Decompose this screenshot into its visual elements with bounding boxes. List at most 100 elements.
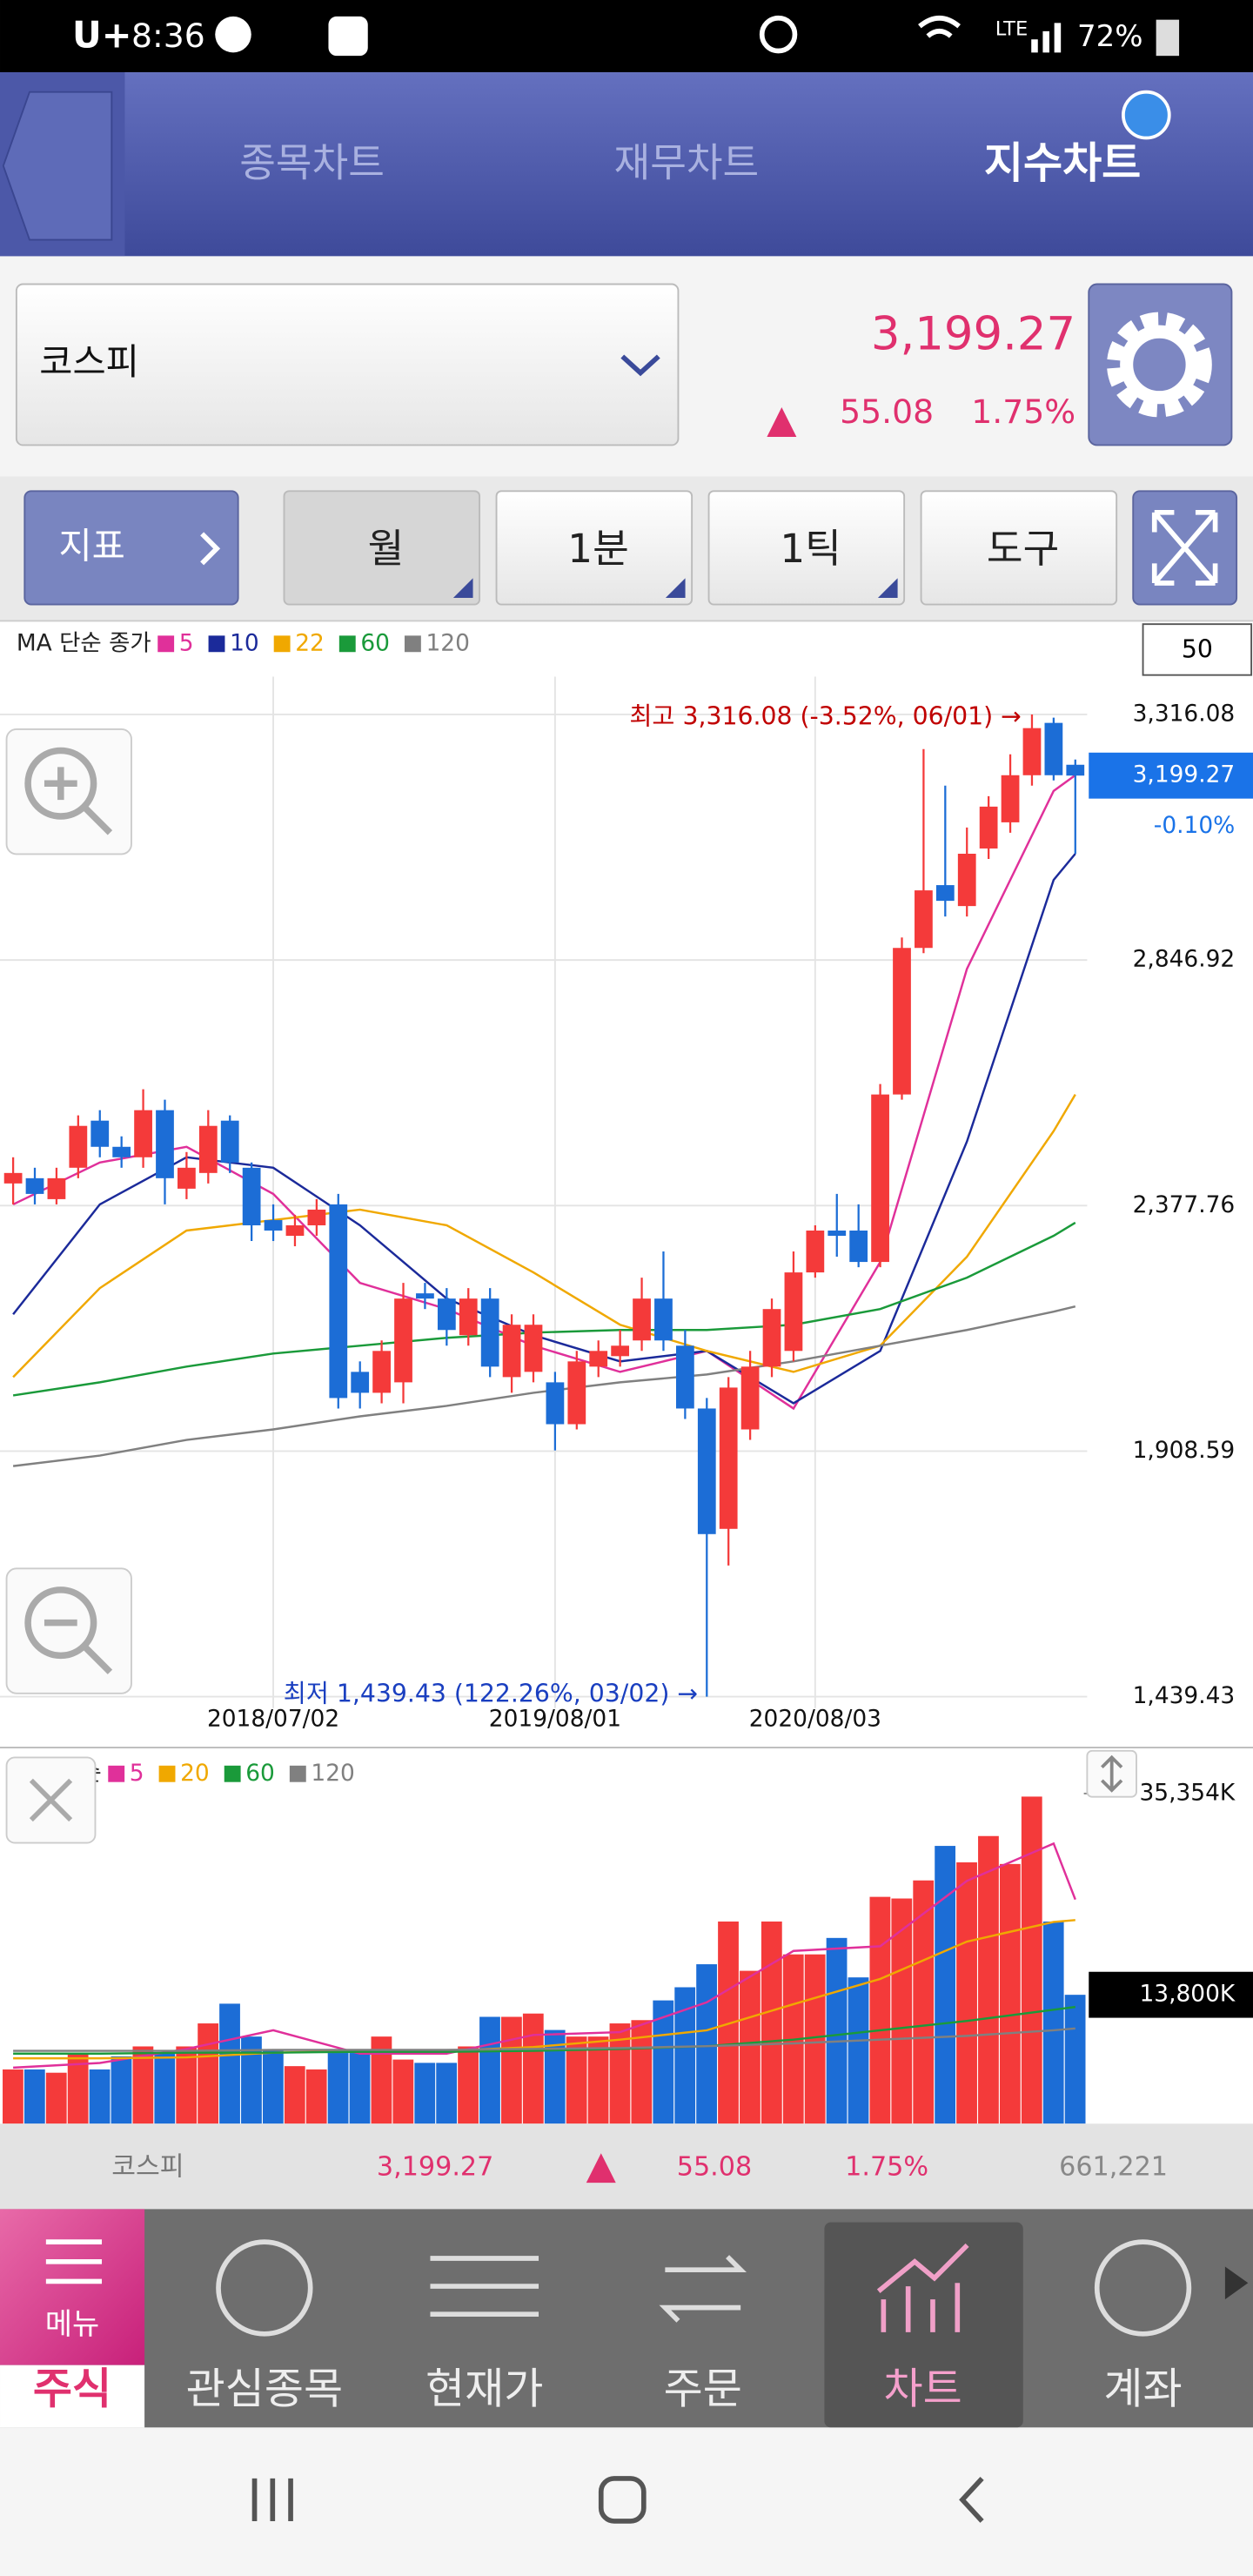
tool-button-label: 1틱 [780,526,841,572]
y-tick-label: 35,354K [1140,1779,1236,1806]
volume-bar [566,2036,587,2124]
tool-button[interactable] [920,490,1118,606]
zoom-out-icon [24,1587,97,1660]
tab[interactable]: 재무차트 [614,140,760,186]
recents-button[interactable] [251,2478,293,2521]
candle-body [740,1366,760,1430]
nav-label[interactable]: 차트 [884,2363,962,2413]
tool-button[interactable] [283,490,481,606]
tool-button[interactable] [707,490,906,606]
y-tick-label: 2,377.76 [1133,1191,1236,1218]
y-tick-label: 3,316.08 [1133,700,1236,727]
s-icon [328,16,368,57]
volume-bar [89,2069,111,2124]
volume-bar [23,2069,45,2124]
candle-body [957,853,976,907]
candle-body [25,1177,44,1194]
volume-bar [674,1987,696,2124]
back-nav-button[interactable] [959,2476,984,2523]
info-price: 3,199.27 [377,2152,493,2183]
candle-body [719,1387,738,1529]
tool-button[interactable] [495,490,694,606]
legend-label: 5 [179,629,194,656]
high-note: 최고 3,316.08 (-3.52%, 06/01) → [629,702,1021,731]
candle-body [1001,775,1020,822]
quote-change: 55.08 [840,392,934,431]
tab[interactable]: 지수차트 [984,138,1142,188]
candle-body [502,1325,521,1378]
current-price-box [1089,752,1253,799]
volume-bar [327,2053,349,2124]
candle-body [611,1345,630,1357]
y-tick-label: 2,846.92 [1133,946,1236,973]
volume-bar [67,2053,89,2124]
more-arrow[interactable] [1224,2266,1249,2300]
back-button[interactable] [2,91,113,241]
volume-bar [436,2063,458,2124]
tab[interactable]: 종목차트 [239,140,385,186]
stock-selector[interactable] [15,283,680,446]
quote-change-pct: 1.75% [971,392,1075,431]
volume-bar [414,2063,436,2124]
current-volume-box [1089,1971,1253,2018]
home-button[interactable] [598,2476,647,2524]
info-change-pct: 1.75% [845,2152,928,2183]
network: LTE [995,17,1029,40]
x-tick-label: 2020/08/03 [749,1705,881,1732]
nav-label[interactable]: 현재가 [425,2363,543,2413]
watch-icon [216,2239,313,2337]
legend-swatch [224,1765,241,1782]
candle-body [112,1146,131,1157]
nav-label[interactable]: 관심종목 [186,2363,343,2413]
candle-body [1066,764,1085,776]
candle-body [784,1272,803,1352]
candle-body [806,1230,825,1273]
nav-label[interactable]: 계좌 [1103,2363,1182,2413]
legend-label: 60 [245,1760,275,1787]
zoom-in-button[interactable] [5,728,132,855]
candle-body [546,1382,565,1425]
x-tick-label: 2018/07/02 [207,1705,339,1732]
volume-bar [262,2049,284,2124]
gear-teeth [1107,312,1212,418]
candle-body [893,948,911,1095]
system-nav [0,2427,1253,2576]
account-icon [1094,2239,1192,2337]
volume-bar [978,1835,999,2124]
indicator-button[interactable] [23,490,239,606]
nav-label[interactable]: 주식 [33,2363,111,2413]
expand-icon [1151,509,1218,586]
volume-bar [631,2020,653,2124]
candle-body [47,1177,66,1199]
candle-body [589,1351,608,1367]
volume-bar [1042,1921,1064,2124]
period-box[interactable] [1142,623,1253,676]
battery-level: 72% [1077,19,1143,54]
gear-ring [1120,325,1199,405]
dropdown-chevron [620,354,660,377]
candle-body [524,1325,543,1372]
order-icon [659,2255,747,2323]
info-bar [0,2123,1253,2210]
legend-label: 10 [230,629,259,656]
volume-bar [522,2013,544,2124]
volume-bar [458,2046,479,2124]
nav-label[interactable]: 주문 [664,2363,742,2413]
zoom-out-button[interactable] [5,1567,132,1694]
volume-bar [587,2036,609,2124]
candle-body [242,1167,261,1225]
low-note: 최저 1,439.43 (122.26%, 03/02) → [284,1680,698,1708]
volume-bar [132,2046,154,2124]
settings-button[interactable] [1088,283,1233,446]
candle-body [156,1110,174,1178]
candle-body [90,1120,110,1147]
candle-body [979,806,998,849]
candle-body [935,885,955,902]
menu-button[interactable] [0,2209,145,2365]
resize-icon [1101,1754,1123,1793]
quote-price: 3,199.27 [871,308,1075,361]
volume-bar [284,2066,305,2124]
zoom-out-glyph [44,1619,113,1674]
period-value: 50 [1182,634,1213,663]
